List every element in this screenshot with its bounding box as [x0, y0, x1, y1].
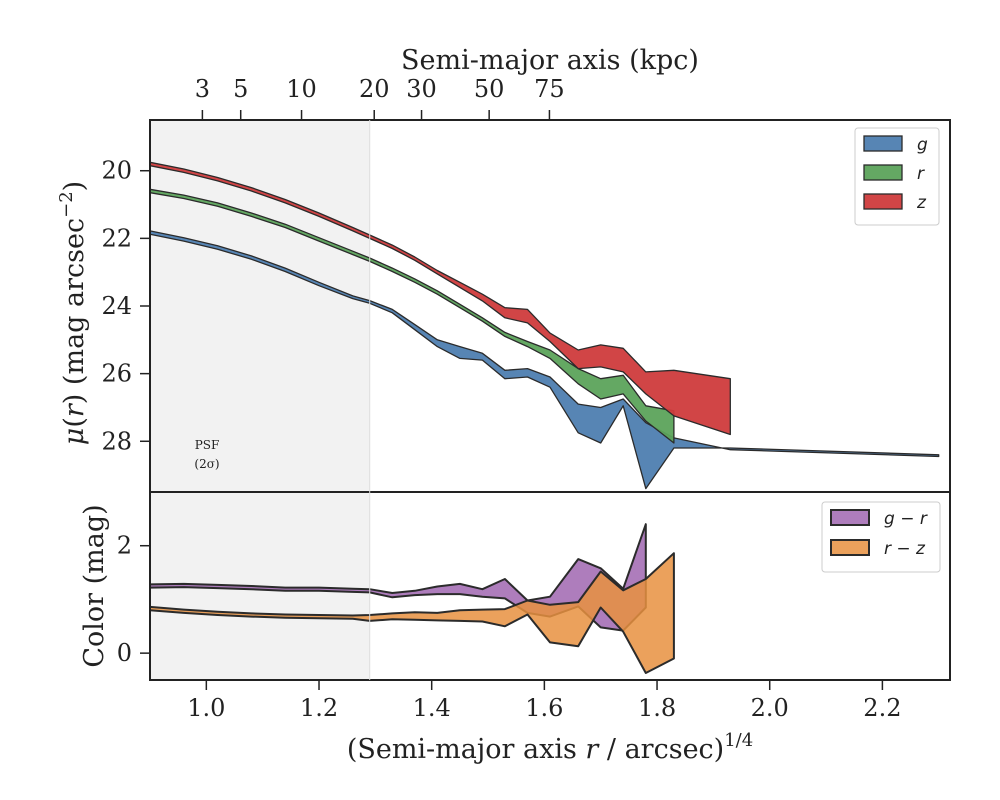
- psf-label-sigma: (2σ): [194, 457, 219, 471]
- color-y-tick-label: 2: [117, 532, 132, 560]
- x-tick-label: 1.4: [413, 694, 451, 722]
- x-tick-label: 2.2: [863, 694, 901, 722]
- x-tick-label: 1.2: [300, 694, 338, 722]
- legend-swatch-r: [863, 164, 903, 181]
- x-tick-label: 2.0: [751, 694, 789, 722]
- y-axis-title-mu: μ: [59, 428, 90, 446]
- band-z: [149, 161, 731, 436]
- top-x-tick-label: 3: [195, 75, 210, 103]
- y-tick-label: 28: [101, 427, 132, 455]
- legend-label-g: g: [917, 135, 928, 155]
- bottom-axis-title-r: r: [585, 734, 600, 765]
- top-x-tick-label: 10: [286, 75, 317, 103]
- top-y-axis-title: μ(r) (mag arcsec−2): [56, 181, 90, 445]
- legend-label-gr: g − r: [884, 509, 928, 529]
- top-x-tick-label: 20: [359, 75, 390, 103]
- legend-swatch-z: [863, 193, 903, 210]
- psf-shaded-region: [150, 120, 370, 492]
- y-axis-title-exponent: −2: [56, 191, 77, 218]
- y-tick-label: 26: [101, 360, 132, 388]
- bottom-axis-title-suffix: / arcsec): [598, 734, 724, 765]
- legend-swatch-rz: [830, 539, 870, 556]
- x-tick-label: 1.8: [638, 694, 676, 722]
- y-tick-label: 22: [101, 224, 132, 252]
- top-x-tick-label: 5: [233, 75, 248, 103]
- legend-label-z: z: [916, 193, 927, 213]
- y-axis-title-r: r: [59, 402, 90, 417]
- y-axis-title-units: ) (mag arcsec: [59, 218, 90, 404]
- legend-label-r: r: [917, 164, 925, 184]
- axis-ticks: 1.0 1.2 1.4 1.6 1.8 2.0 2.23 5 10 20 30 50 752022242…: [101, 75, 901, 722]
- top-x-tick-label: 30: [406, 75, 437, 103]
- x-tick-label: 1.0: [187, 694, 225, 722]
- y-tick-label: 24: [101, 292, 132, 320]
- band-g: [149, 230, 940, 490]
- y-axis-title-close: ): [59, 181, 90, 192]
- top-axis-title: Semi-major axis (kpc): [401, 45, 699, 76]
- legend-swatch-gr: [830, 509, 870, 526]
- bottom-axis-title: (Semi-major axis r / arcsec)1/4: [347, 730, 753, 765]
- y-tick-label: 20: [101, 157, 132, 185]
- legends: grz g − r r − z: [821, 127, 941, 573]
- bottom-axis-title-prefix: (Semi-major axis: [347, 734, 586, 765]
- top-x-tick-label: 75: [534, 75, 565, 103]
- x-tick-label: 1.6: [525, 694, 563, 722]
- bottom-panel-frame: [149, 491, 951, 681]
- top-x-tick-label: 50: [474, 75, 505, 103]
- psf-label: PSF: [195, 438, 220, 452]
- legend-label-rz: r − z: [884, 539, 926, 559]
- color-y-tick-label: 0: [117, 639, 132, 667]
- y-axis-title-paren-open: (: [59, 417, 90, 428]
- bottom-axis-title-exponent: 1/4: [724, 730, 753, 751]
- legend-swatch-g: [863, 135, 903, 152]
- bottom-y-axis-title: Color (mag): [79, 504, 110, 667]
